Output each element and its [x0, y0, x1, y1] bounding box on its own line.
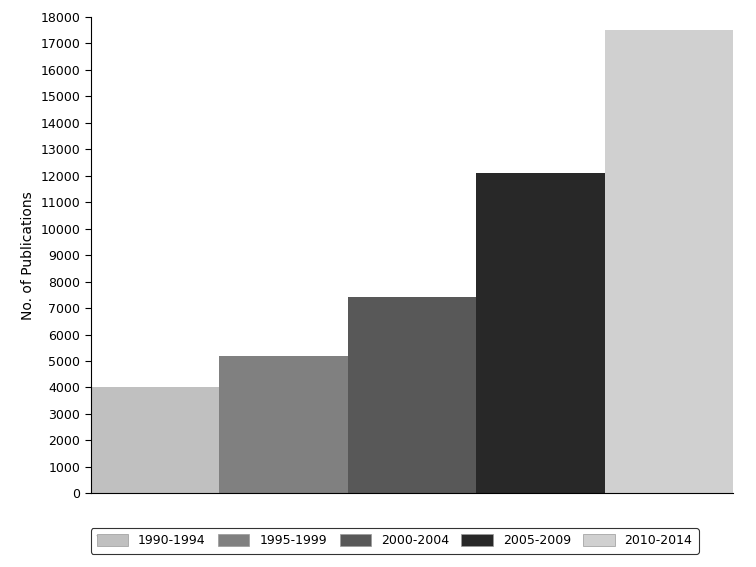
Text: Year: Year [95, 534, 122, 547]
Bar [219, 356, 348, 493]
Bar [476, 173, 605, 493]
Bar [91, 387, 219, 493]
Y-axis label: No. of Publications: No. of Publications [21, 191, 35, 320]
Bar [348, 298, 476, 493]
Legend: 1990-1994, 1995-1999, 2000-2004, 2005-2009, 2010-2014: 1990-1994, 1995-1999, 2000-2004, 2005-20… [91, 528, 699, 553]
Bar [605, 30, 733, 493]
